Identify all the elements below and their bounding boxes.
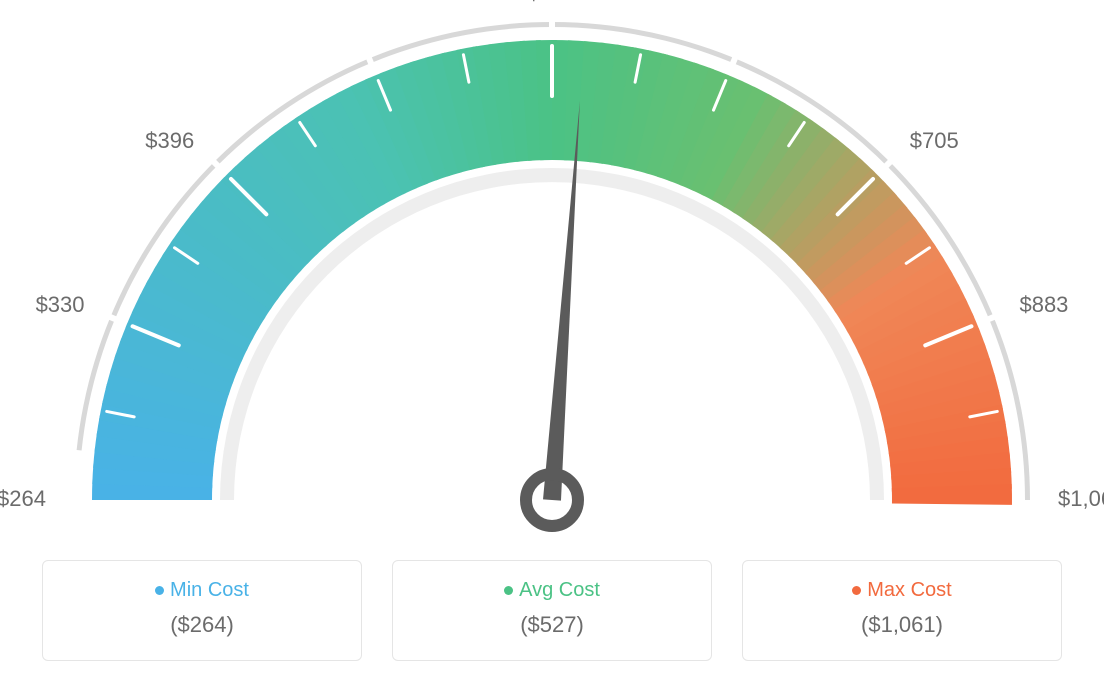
scale-label: $1,061 (1058, 486, 1104, 512)
legend-value-avg: ($527) (393, 612, 711, 638)
scale-label: $883 (1019, 292, 1068, 318)
legend-value-min: ($264) (43, 612, 361, 638)
scale-label: $264 (0, 486, 46, 512)
gauge-chart: $264 $330 $396 $527 $705 $883 $1,061 (0, 0, 1104, 540)
gauge-svg (0, 0, 1104, 540)
legend-label-avg: Avg Cost (393, 579, 711, 602)
legend-min-text: Min Cost (170, 579, 249, 601)
legend-card-min: Min Cost ($264) (42, 560, 362, 661)
legend-card-avg: Avg Cost ($527) (392, 560, 712, 661)
scale-label: $396 (124, 128, 194, 154)
scale-label: $330 (15, 292, 85, 318)
dot-icon (504, 586, 513, 595)
dot-icon (852, 586, 861, 595)
scale-label: $527 (517, 0, 587, 6)
dot-icon (155, 586, 164, 595)
legend-label-max: Max Cost (743, 579, 1061, 602)
legend-value-max: ($1,061) (743, 612, 1061, 638)
legend-max-text: Max Cost (867, 579, 951, 601)
scale-label: $705 (910, 128, 959, 154)
legend-label-min: Min Cost (43, 579, 361, 602)
legend-avg-text: Avg Cost (519, 579, 600, 601)
legend-card-max: Max Cost ($1,061) (742, 560, 1062, 661)
legend-row: Min Cost ($264) Avg Cost ($527) Max Cost… (0, 540, 1104, 661)
